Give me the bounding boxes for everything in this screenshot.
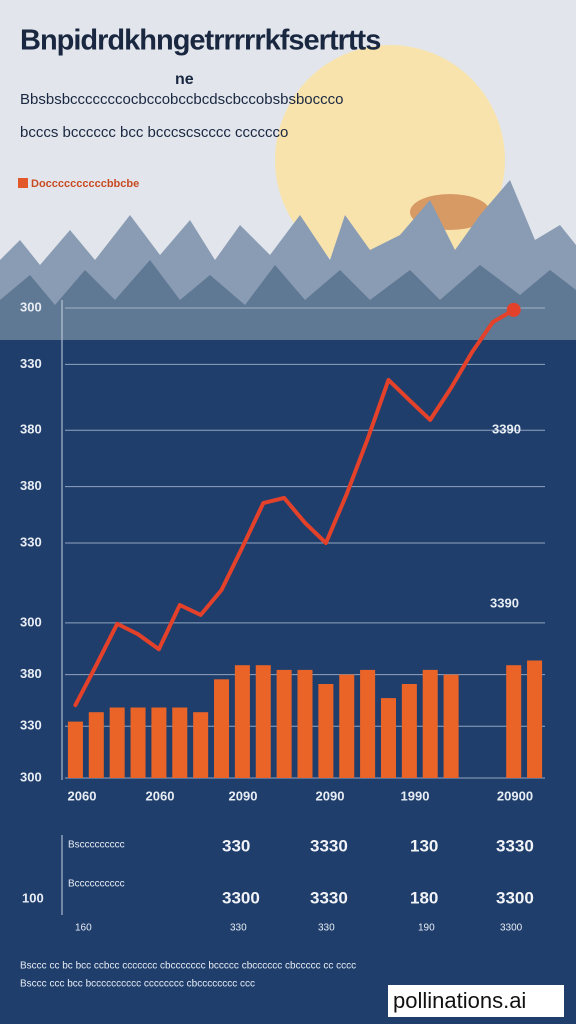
trend-end <box>506 302 521 317</box>
table-footer: 3300 <box>500 923 523 934</box>
table-row-label: Bcccccccccc <box>68 879 125 890</box>
legend-swatch <box>18 178 28 188</box>
bar <box>255 665 271 778</box>
title: Bnpidrdkhngetrrrrrkfsertrtts <box>20 25 380 57</box>
bar <box>380 698 396 778</box>
table-cell: 3330 <box>310 836 348 855</box>
table-side-label: 100 <box>22 890 44 905</box>
legend-label: Doccccccccccbbcbe <box>31 178 139 190</box>
y-tick-label: 380 <box>20 422 42 437</box>
x-tick-label: 2090 <box>316 788 345 803</box>
subtitle-line: bcccs bcccccc bcc bcccscscccc cccccco <box>20 124 288 141</box>
bar <box>401 684 417 778</box>
y-tick-label: 300 <box>20 299 42 314</box>
table-footer: 160 <box>75 923 92 934</box>
subtitle-line: Bbsbsbcccccccocbccobccbcdscbccobsbsboccc… <box>20 91 343 108</box>
x-tick-label: 2060 <box>146 788 175 803</box>
table-cell: 330 <box>222 836 250 855</box>
table-row-label: Bsccccccccc <box>68 840 125 851</box>
watermark: pollinations.ai <box>393 988 526 1013</box>
footnote: Bsccc ccc bcc bcccccccccc cccccccc cbccc… <box>20 979 255 990</box>
bar <box>318 684 334 778</box>
y-tick-label: 300 <box>20 769 42 784</box>
annotation: 3390 <box>492 421 521 436</box>
y-tick-label: 300 <box>20 614 42 629</box>
table-footer: 330 <box>318 923 335 934</box>
table-cell: 3300 <box>222 888 260 907</box>
bar <box>67 721 83 778</box>
bar <box>297 669 313 778</box>
x-tick-label: 2090 <box>229 788 258 803</box>
bar <box>172 707 188 778</box>
bar <box>360 669 376 778</box>
subtitle-fragment: ne <box>175 71 194 88</box>
y-tick-label: 380 <box>20 478 42 493</box>
annotation: 3390 <box>490 595 519 610</box>
y-tick-label: 330 <box>20 534 42 549</box>
footnote: Bsccc cc bc bcc ccbcc ccccccc cbccccccc … <box>20 961 356 972</box>
bar <box>109 707 125 778</box>
x-tick-label: 20900 <box>497 788 533 803</box>
bar <box>276 669 292 778</box>
x-tick-label: 1990 <box>401 788 430 803</box>
watermark-box <box>388 985 564 1017</box>
bar <box>339 674 355 778</box>
trend-line <box>73 307 516 708</box>
bar <box>214 679 230 778</box>
table-cell: 180 <box>410 888 438 907</box>
bar <box>151 707 167 778</box>
bar <box>527 660 543 778</box>
bar <box>234 665 250 778</box>
x-tick-label: 2060 <box>68 788 97 803</box>
y-tick-label: 380 <box>20 666 42 681</box>
table-footer: 190 <box>418 923 435 934</box>
bar <box>193 712 209 778</box>
bar <box>88 712 104 778</box>
bar <box>443 674 459 778</box>
y-tick-label: 330 <box>20 718 42 733</box>
table-cell: 3330 <box>310 888 348 907</box>
table-cell: 130 <box>410 836 438 855</box>
table-cell: 3330 <box>496 836 534 855</box>
table-footer: 330 <box>230 923 247 934</box>
bar <box>422 669 438 778</box>
y-tick-label: 330 <box>20 356 42 371</box>
bar <box>130 707 146 778</box>
bar <box>506 665 522 778</box>
table-cell: 3300 <box>496 888 534 907</box>
